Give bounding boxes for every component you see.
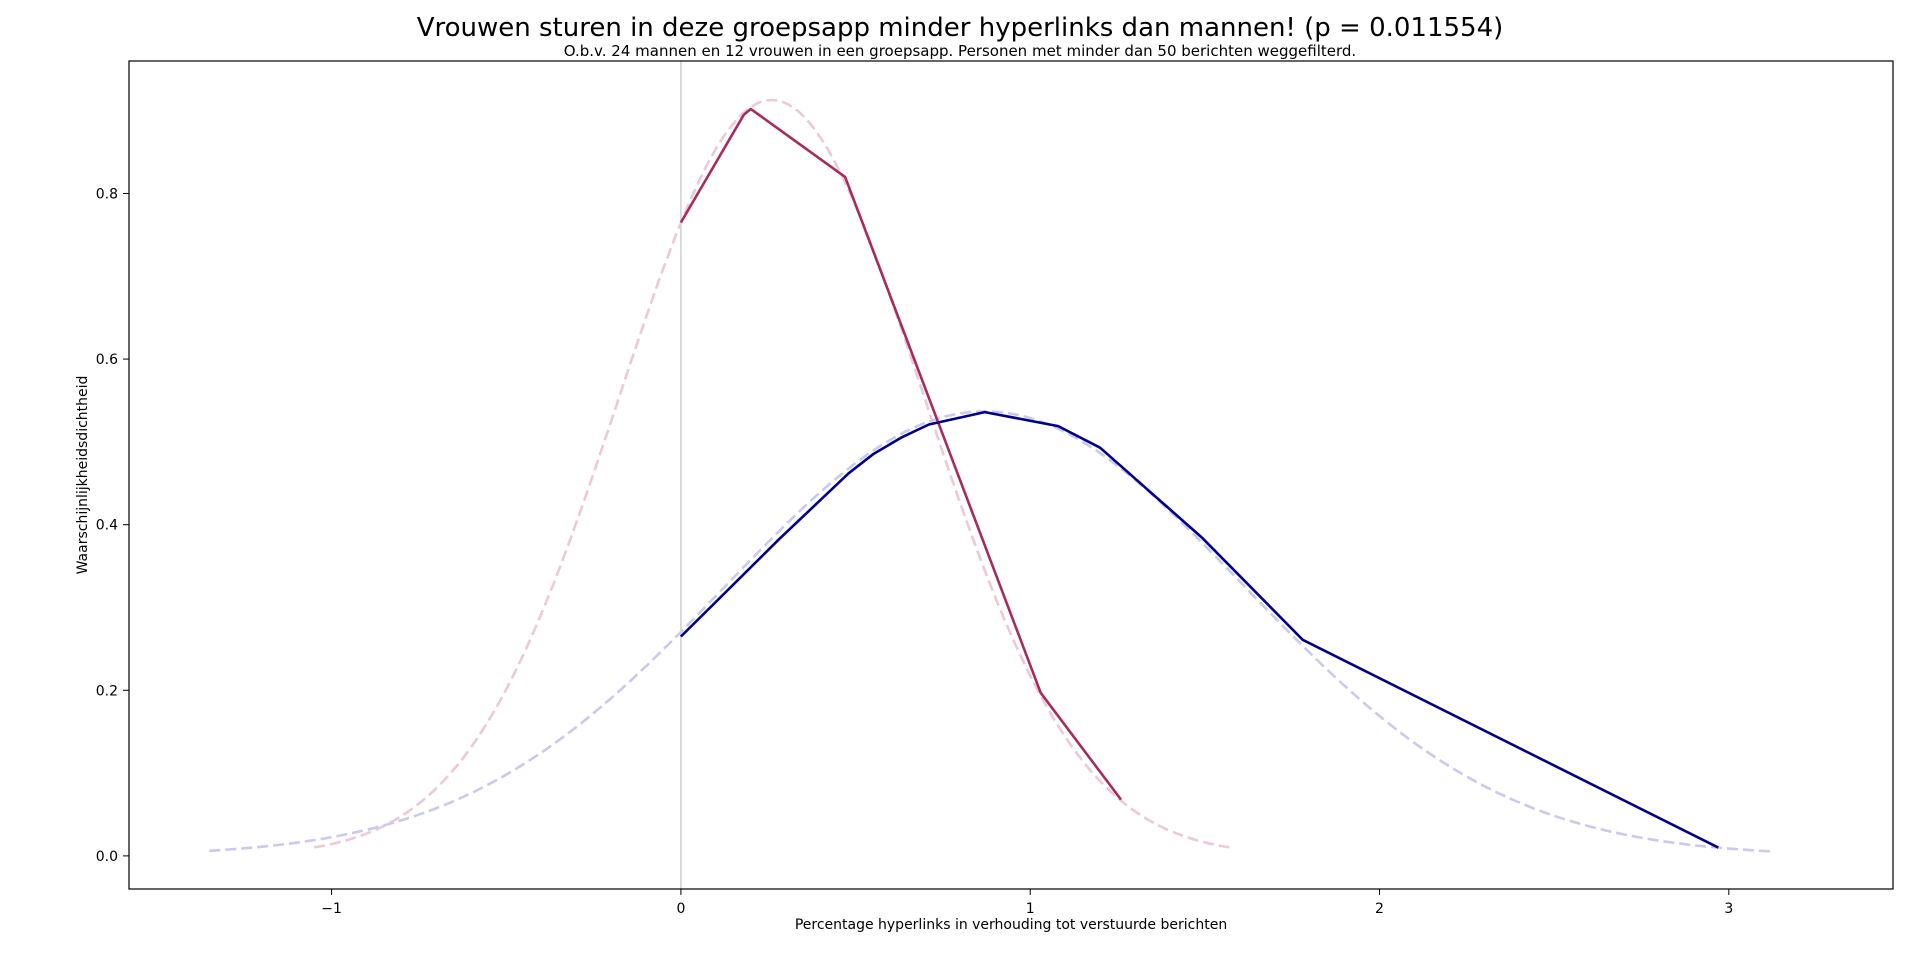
chart-subtitle: O.b.v. 24 mannen en 12 vrouwen in een gr… (563, 42, 1357, 60)
women-fit-line (313, 98, 1230, 849)
series-layer (209, 61, 1771, 889)
x-tick-label: 1 (1026, 901, 1035, 917)
x-tick-label: 3 (1724, 901, 1733, 917)
axes-frame (128, 60, 1894, 890)
women-line (679, 107, 1123, 801)
x-axis-label: Percentage hyperlinks in verhouding tot … (795, 917, 1227, 933)
ticks-layer: −1 0 1 2 3 0.0 0.2 0.4 0.6 0.8 (96, 186, 1734, 917)
y-tick-label: 0.2 (96, 683, 118, 699)
men-fit-line (209, 410, 1771, 853)
x-tick-label: 2 (1375, 901, 1384, 917)
y-tick-label: 0.6 (96, 352, 118, 368)
chart-title: Vrouwen sturen in deze groepsapp minder … (416, 13, 1504, 43)
x-tick-label: 0 (676, 901, 685, 917)
y-tick-label: 0.0 (96, 849, 118, 865)
y-tick-label: 0.4 (96, 518, 118, 534)
men-line (679, 410, 1719, 849)
x-tick-label: −1 (321, 901, 342, 917)
y-axis-label: Waarschijnlijkheidsdichtheid (75, 376, 91, 575)
y-tick-label: 0.8 (96, 186, 118, 202)
